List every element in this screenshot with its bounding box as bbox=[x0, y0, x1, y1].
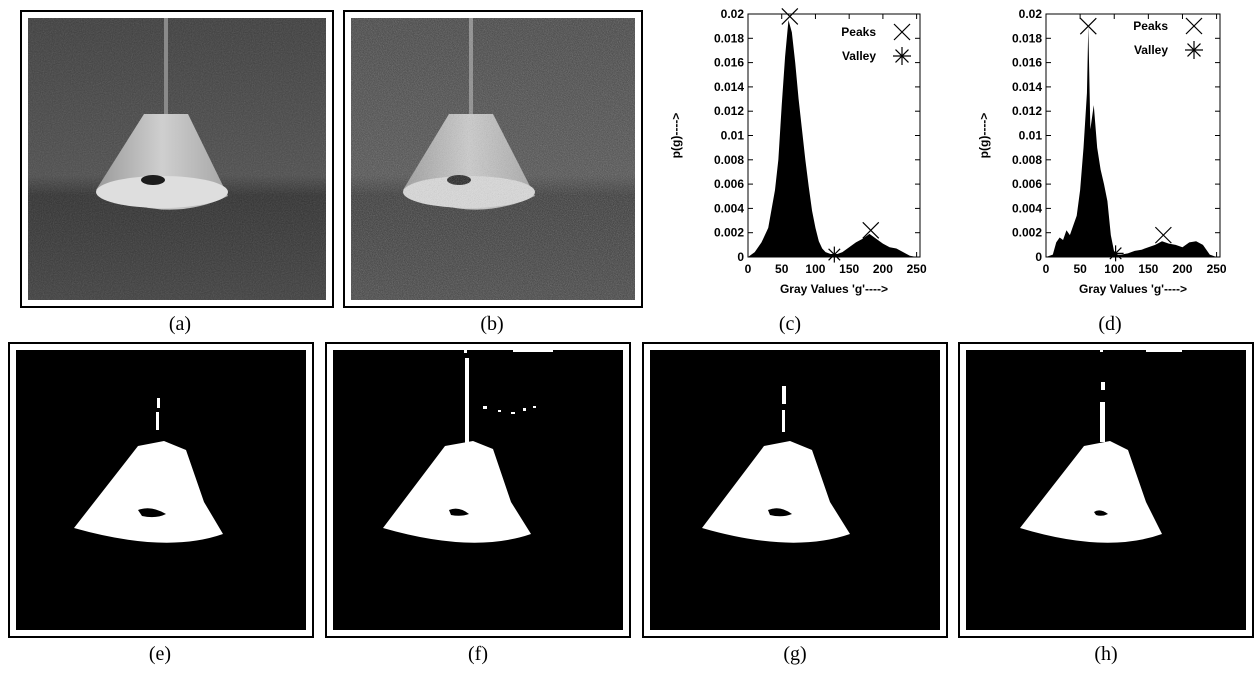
segmentation-e bbox=[16, 350, 306, 630]
image-frame-h bbox=[958, 342, 1254, 638]
x-tick-label: 150 bbox=[1138, 262, 1158, 276]
image-frame-f bbox=[325, 342, 631, 638]
y-tick-label: 0.002 bbox=[714, 226, 744, 240]
image-e bbox=[16, 350, 306, 630]
x-tick-label: 250 bbox=[907, 262, 927, 276]
legend-label-valley: Valley bbox=[842, 49, 876, 63]
peak-marker bbox=[1079, 17, 1097, 35]
histogram-chart-d: 0 0.002 0.004 0.006 0.008 0.01 0.012 0.014 0.016… bbox=[977, 7, 1227, 296]
peak-marker bbox=[1154, 226, 1172, 244]
x-tick-label: 50 bbox=[775, 262, 789, 276]
peak-marker bbox=[781, 8, 799, 25]
y-tick-label: 0.006 bbox=[1012, 177, 1042, 191]
y-axis-label: p(g)----> bbox=[977, 113, 991, 159]
x-axis-label: Gray Values 'g'----> bbox=[780, 282, 888, 296]
x-tick-label: 100 bbox=[805, 262, 825, 276]
x-tick-label: 200 bbox=[873, 262, 893, 276]
y-tick-label: 0.01 bbox=[1019, 129, 1043, 143]
legend-peak-marker bbox=[893, 23, 911, 41]
legend-label-peaks: Peaks bbox=[841, 25, 876, 39]
image-b bbox=[351, 18, 635, 300]
legend-peak-marker bbox=[1185, 17, 1203, 35]
caption-b: (b) bbox=[480, 313, 504, 335]
x-tick-label: 50 bbox=[1073, 262, 1087, 276]
y-tick-label: 0.008 bbox=[714, 153, 744, 167]
caption-a: (a) bbox=[168, 313, 192, 335]
y-tick-label: 0.014 bbox=[714, 80, 744, 94]
y-tick-label: 0.02 bbox=[721, 7, 745, 21]
histogram-area bbox=[1046, 26, 1217, 258]
y-tick-label: 0 bbox=[737, 250, 744, 264]
histogram-chart-c: 0 0.002 0.004 0.006 0.008 0.01 0.012 0.014 0.016… bbox=[669, 7, 927, 296]
segmentation-h bbox=[966, 350, 1246, 630]
y-tick-label: 0.012 bbox=[714, 104, 744, 118]
y-tick-label: 0.01 bbox=[721, 129, 745, 143]
histogram-area bbox=[748, 20, 917, 258]
caption-e: (e) bbox=[148, 643, 172, 665]
y-tick-label: 0.002 bbox=[1012, 226, 1042, 240]
legend-label-valley: Valley bbox=[1134, 43, 1168, 57]
caption-g: (g) bbox=[783, 643, 807, 665]
y-tick-label: 0.012 bbox=[1012, 104, 1042, 118]
image-frame-a bbox=[20, 10, 334, 308]
segmentation-f bbox=[333, 350, 623, 630]
caption-d: (d) bbox=[1098, 313, 1122, 335]
y-tick-label: 0.006 bbox=[714, 177, 744, 191]
image-g bbox=[650, 350, 940, 630]
caption-f: (f) bbox=[468, 643, 488, 665]
y-tick-label: 0.02 bbox=[1019, 7, 1043, 21]
image-f bbox=[333, 350, 623, 630]
y-tick-label: 0.008 bbox=[1012, 153, 1042, 167]
y-tick-label: 0 bbox=[1035, 250, 1042, 264]
x-tick-label: 100 bbox=[1104, 262, 1124, 276]
y-tick-label: 0.014 bbox=[1012, 80, 1042, 94]
image-frame-b bbox=[343, 10, 643, 308]
caption-h: (h) bbox=[1094, 643, 1118, 665]
x-axis-label: Gray Values 'g'----> bbox=[1079, 282, 1187, 296]
y-tick-label: 0.016 bbox=[714, 56, 744, 70]
lamp-photo-a bbox=[28, 18, 326, 300]
lamp-photo-b bbox=[351, 18, 635, 300]
x-tick-label: 200 bbox=[1172, 262, 1192, 276]
image-frame-e bbox=[8, 342, 314, 638]
legend-label-peaks: Peaks bbox=[1133, 19, 1168, 33]
y-tick-label: 0.016 bbox=[1012, 56, 1042, 70]
y-axis-label: p(g)----> bbox=[669, 113, 683, 159]
y-tick-label: 0.018 bbox=[714, 31, 744, 45]
peak-marker bbox=[862, 221, 880, 239]
x-tick-label: 0 bbox=[1043, 262, 1050, 276]
y-tick-label: 0.018 bbox=[1012, 31, 1042, 45]
y-tick-label: 0.004 bbox=[714, 201, 744, 215]
image-frame-g bbox=[642, 342, 948, 638]
x-tick-label: 150 bbox=[839, 262, 859, 276]
x-tick-label: 0 bbox=[745, 262, 752, 276]
image-a bbox=[28, 18, 326, 300]
y-tick-label: 0.004 bbox=[1012, 201, 1042, 215]
segmentation-g bbox=[650, 350, 940, 630]
image-h bbox=[966, 350, 1246, 630]
caption-c: (c) bbox=[778, 313, 802, 335]
x-tick-label: 250 bbox=[1207, 262, 1227, 276]
